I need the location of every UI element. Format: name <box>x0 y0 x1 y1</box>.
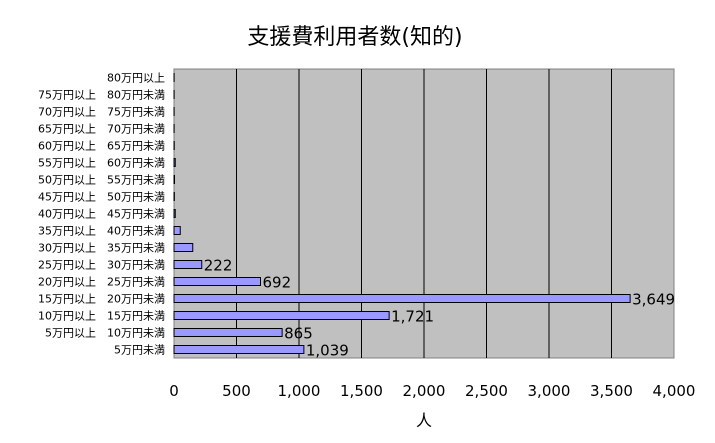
category-label: 55万円以上 60万円未満 <box>38 157 165 170</box>
x-tick-label: 4,000 <box>653 382 696 400</box>
category-label: 50万円以上 55万円未満 <box>38 174 165 187</box>
category-label: 60万円以上 65万円未満 <box>38 140 165 153</box>
bar <box>173 294 631 303</box>
bar <box>173 277 261 286</box>
x-tick-label: 2,500 <box>465 382 508 400</box>
bar <box>173 345 305 354</box>
x-tick-label: 3,500 <box>590 382 633 400</box>
gridlines <box>236 69 612 358</box>
x-tick-label: 1,500 <box>340 382 383 400</box>
bar <box>173 260 203 269</box>
chart-title: 支援費利用者数(知的) <box>247 25 462 50</box>
category-label: 70万円以上 75万円未満 <box>38 106 165 119</box>
category-label: 25万円以上 30万円未満 <box>38 259 165 272</box>
x-tick-label: 0 <box>169 382 179 400</box>
data-label: 3,649 <box>632 291 675 309</box>
x-tick-label: 3,000 <box>528 382 571 400</box>
data-label: 865 <box>284 325 313 343</box>
category-label: 20万円以上 25万円未満 <box>38 276 165 289</box>
bar <box>173 243 194 252</box>
data-label: 1,039 <box>306 342 349 360</box>
category-label: 15万円以上 20万円未満 <box>38 293 165 306</box>
category-label: 80万円以上 <box>107 72 165 85</box>
data-label: 1,721 <box>391 308 434 326</box>
category-label: 35万円以上 40万円未満 <box>38 225 165 238</box>
category-label: 30万円以上 35万円未満 <box>38 242 165 255</box>
bars <box>173 73 631 354</box>
category-label: 65万円以上 70万円未満 <box>38 123 165 136</box>
category-label: 75万円以上 80万円未満 <box>38 89 165 102</box>
category-label: 40万円以上 45万円未満 <box>38 208 165 221</box>
x-tick-label: 2,000 <box>403 382 446 400</box>
category-label: 5万円未満 <box>114 344 165 357</box>
bar <box>173 311 390 320</box>
category-labels: 5万円未満 5万円以上 10万円未満 10万円以上 15万円未満 15万円以上 20万… <box>38 72 165 357</box>
category-label: 10万円以上 15万円未満 <box>38 310 165 323</box>
x-tick-labels: 0 500 1,000 1,500 2,000 2,500 3,000 3,500 4,000 <box>169 382 695 400</box>
category-label: 45万円以上 50万円未満 <box>38 191 165 204</box>
x-tick-label: 1,000 <box>278 382 321 400</box>
x-tick-label: 500 <box>222 382 251 400</box>
bar <box>173 158 176 167</box>
x-axis-label: 人 <box>416 411 432 430</box>
bar <box>173 175 175 184</box>
bar <box>173 226 181 235</box>
data-label: 692 <box>263 274 292 292</box>
bar <box>173 209 176 218</box>
category-label: 5万円以上 10万円未満 <box>45 327 165 340</box>
bar <box>173 328 283 337</box>
data-label: 222 <box>204 257 233 275</box>
